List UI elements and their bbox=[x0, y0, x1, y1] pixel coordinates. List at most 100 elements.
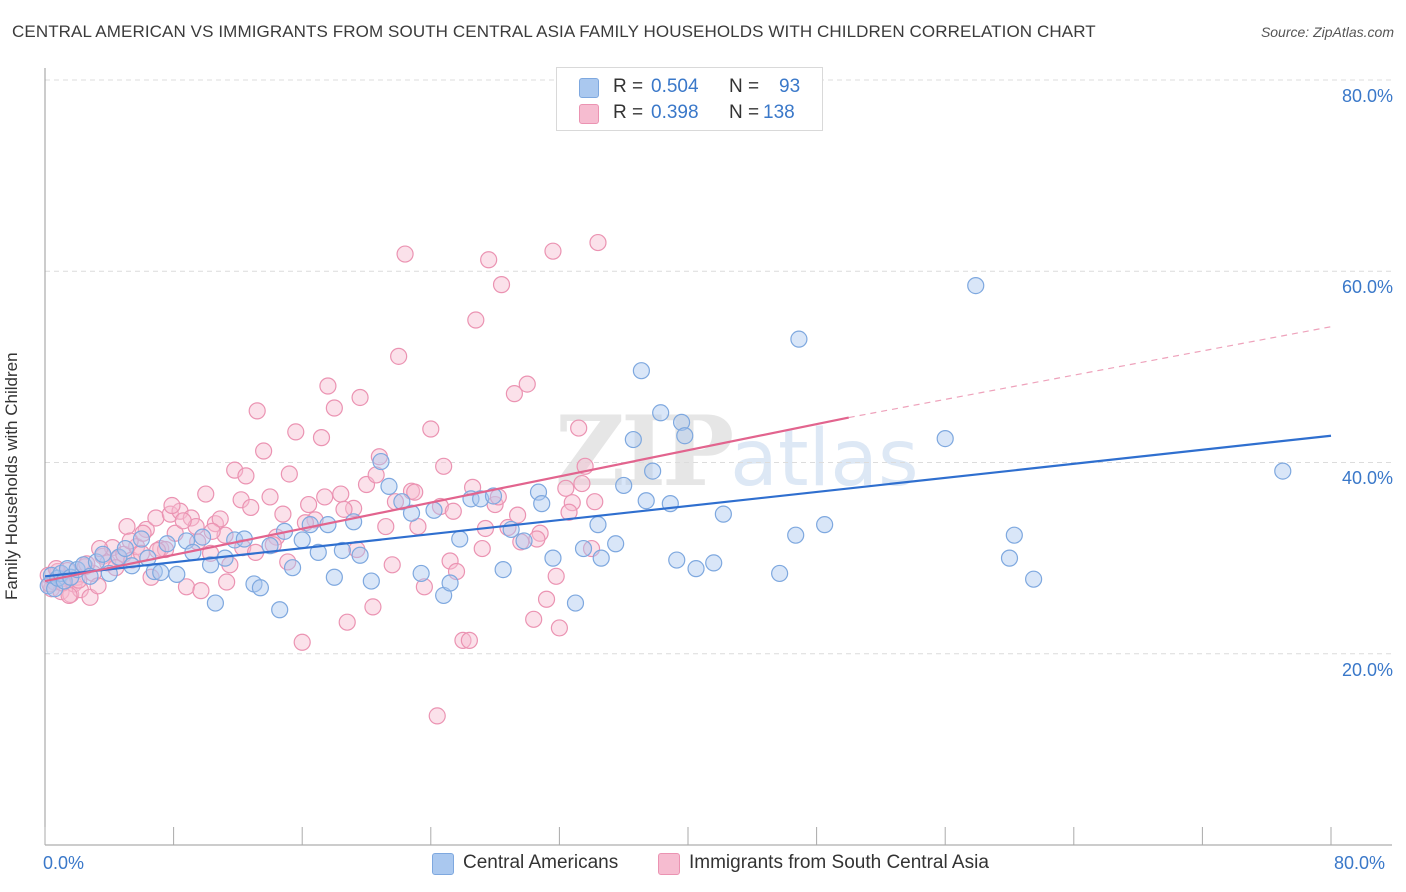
south-central-asia-point-84 bbox=[492, 276, 511, 294]
south-central-asia-point-92 bbox=[544, 242, 562, 260]
central-americans-point-37 bbox=[293, 531, 311, 549]
south-central-asia-point-72 bbox=[415, 578, 433, 596]
south-central-asia-point-89 bbox=[525, 610, 543, 628]
south-central-asia-point-57 bbox=[319, 377, 337, 395]
central-americans-point-25 bbox=[193, 528, 212, 546]
central-americans-point-17 bbox=[132, 530, 151, 548]
south-central-asia-point-60 bbox=[338, 613, 356, 631]
south-central-asia-point-51 bbox=[280, 465, 298, 483]
south-central-asia-point-67 bbox=[383, 556, 401, 574]
south-central-asia-point-114 bbox=[203, 522, 221, 540]
central-americans-point-46 bbox=[372, 452, 390, 471]
south-central-asia-point-122 bbox=[335, 500, 353, 518]
south-central-asia-point-44 bbox=[237, 467, 255, 485]
x-tick-label-min: 0.0% bbox=[43, 853, 85, 873]
south-central-asia-point-46 bbox=[248, 402, 266, 420]
south-central-asia-point-93 bbox=[550, 619, 569, 637]
y-axis-label: Family Households with Children bbox=[2, 352, 21, 600]
south-central-asia-point-81 bbox=[473, 539, 491, 558]
south-central-asia-point-94 bbox=[557, 479, 575, 497]
y-tick-label-60: 60.0% bbox=[1341, 277, 1393, 297]
central-americans-point-57 bbox=[484, 487, 503, 505]
central-americans-point-90 bbox=[1025, 570, 1043, 588]
south-central-asia-point-137 bbox=[586, 493, 604, 511]
legend-r-value: 0.398 bbox=[651, 102, 699, 123]
watermark-zip: ZIP bbox=[555, 395, 734, 508]
south-central-asia-point-50 bbox=[274, 505, 292, 523]
south-central-asia-point-135 bbox=[560, 503, 578, 521]
south-central-asia-point-79 bbox=[460, 631, 478, 649]
south-central-asia-point-40 bbox=[216, 526, 234, 544]
south-central-asia-point-132 bbox=[509, 506, 527, 524]
south-central-asia-point-128 bbox=[444, 502, 462, 520]
south-central-asia-point-133 bbox=[528, 530, 546, 548]
south-central-asia-point-124 bbox=[367, 466, 385, 484]
central-americans-point-54 bbox=[451, 530, 469, 548]
south-central-asia-point-86 bbox=[505, 385, 523, 403]
south-central-asia-point-91 bbox=[537, 590, 556, 608]
central-americans-point-21 bbox=[158, 535, 176, 553]
central-americans-point-81 bbox=[714, 505, 732, 523]
y-tick-label-80: 80.0% bbox=[1341, 86, 1393, 106]
south-central-asia-point-47 bbox=[255, 442, 273, 460]
central-americans-point-74 bbox=[652, 404, 670, 422]
south-central-asia-point-75 bbox=[435, 457, 453, 475]
central-americans-point-56 bbox=[472, 490, 490, 508]
central-americans-point-20 bbox=[152, 563, 170, 582]
central-americans-point-41 bbox=[325, 568, 343, 586]
legend-n-label: N = bbox=[729, 102, 760, 123]
south-central-asia-point-134 bbox=[547, 567, 565, 585]
south-central-asia-point-136 bbox=[573, 474, 591, 493]
central-americans-point-44 bbox=[351, 546, 369, 564]
central-americans-point-53 bbox=[441, 574, 459, 592]
central-americans-point-36 bbox=[283, 559, 302, 577]
south-central-asia-point-45 bbox=[242, 498, 260, 517]
south-central-asia-point-96 bbox=[570, 419, 588, 437]
south-central-asia-point-76 bbox=[441, 552, 459, 570]
x-tick-label-max: 80.0% bbox=[1334, 853, 1386, 873]
south-central-asia-point-78 bbox=[454, 631, 472, 649]
central-americans-point-89 bbox=[1005, 526, 1023, 544]
legend-n-label: N = bbox=[729, 76, 760, 97]
south-central-asia-point-55 bbox=[306, 511, 324, 529]
central-americans-point-60 bbox=[515, 532, 533, 550]
central-americans-point-77 bbox=[672, 413, 691, 431]
y-tick-label-20: 20.0% bbox=[1341, 660, 1393, 680]
south-central-asia-point-112 bbox=[174, 512, 192, 530]
south-central-asia-point-58 bbox=[325, 399, 343, 417]
central-americans-point-62 bbox=[533, 495, 551, 513]
source-label: Source: ZipAtlas.com bbox=[1260, 24, 1394, 40]
trend-line-south-central-asia bbox=[44, 416, 849, 583]
central-americans-point-73 bbox=[644, 462, 662, 480]
chart-title: CENTRAL AMERICAN VS IMMIGRANTS FROM SOUT… bbox=[12, 22, 1096, 41]
central-americans-point-58 bbox=[494, 560, 512, 579]
south-central-asia-point-39 bbox=[211, 510, 229, 528]
central-americans-point-86 bbox=[936, 429, 954, 448]
central-americans-point-87 bbox=[967, 276, 985, 295]
south-central-asia-point-115 bbox=[218, 573, 236, 591]
central-americans-point-63 bbox=[544, 549, 562, 567]
south-central-asia-point-68 bbox=[390, 347, 408, 365]
central-americans-point-85 bbox=[816, 516, 834, 534]
south-central-asia-point-56 bbox=[312, 429, 331, 447]
central-americans-point-27 bbox=[206, 594, 224, 612]
central-americans-point-84 bbox=[790, 330, 808, 348]
stats-legend: R = 0.504 N = 93 R = 0.398 N = 138 bbox=[556, 67, 823, 131]
central-americans-point-66 bbox=[589, 516, 607, 534]
trend-line-central-americans bbox=[44, 434, 1332, 578]
central-americans-point-76 bbox=[668, 551, 686, 569]
south-central-asia-point-95 bbox=[563, 494, 581, 512]
bottom-legend-swatch-blue bbox=[432, 853, 454, 875]
central-americans-point-47 bbox=[380, 477, 398, 496]
central-americans-point-45 bbox=[362, 572, 380, 590]
central-americans-point-65 bbox=[574, 539, 593, 558]
south-central-asia-point-35 bbox=[192, 582, 210, 600]
central-americans-point-51 bbox=[425, 501, 443, 519]
central-americans-point-50 bbox=[412, 564, 430, 583]
central-americans-point-48 bbox=[393, 493, 411, 511]
central-americans-point-12 bbox=[94, 545, 112, 563]
south-central-asia-point-26 bbox=[147, 509, 165, 527]
axes bbox=[44, 68, 1392, 846]
south-central-asia-point-69 bbox=[396, 245, 414, 263]
